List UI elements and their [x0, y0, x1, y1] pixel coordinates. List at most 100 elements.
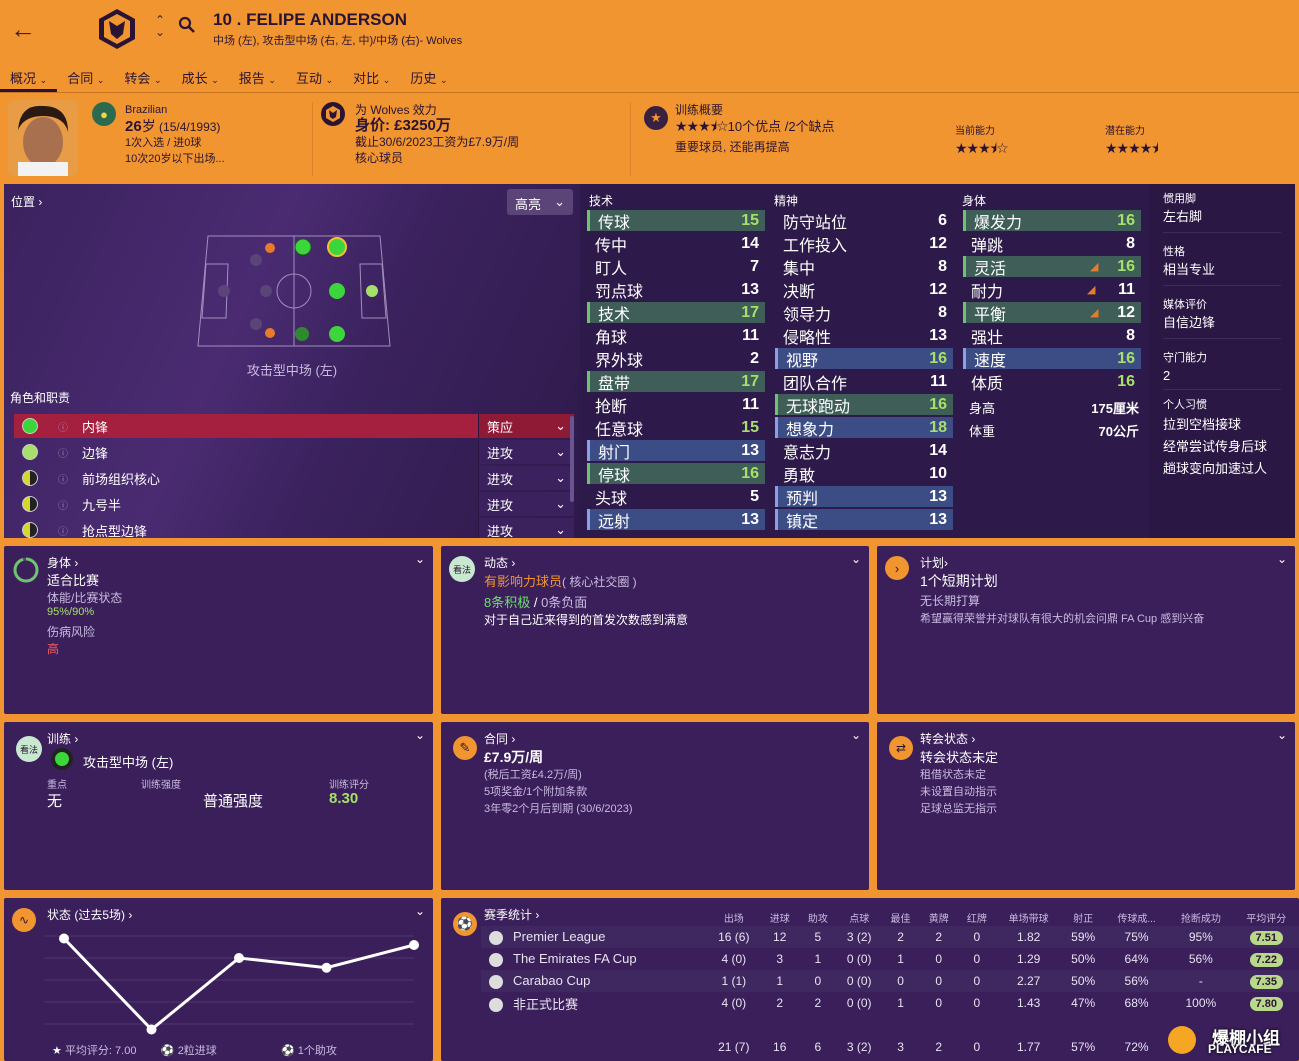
training-card-title[interactable]: 训练 ›: [47, 732, 79, 746]
attribute-row[interactable]: 领导力 8: [775, 302, 953, 324]
stats-header[interactable]: 单场带球: [1008, 913, 1049, 925]
chevron-down-icon[interactable]: ⌄: [1276, 728, 1287, 742]
attribute-row[interactable]: 工作投入 12: [775, 233, 953, 255]
tab-6[interactable]: 对比 ⌄: [353, 71, 391, 86]
attribute-row[interactable]: 抢断 11: [587, 394, 765, 416]
stats-header[interactable]: 进球: [769, 913, 790, 925]
info-icon[interactable]: ⓘ: [58, 422, 68, 434]
stats-header[interactable]: 红牌: [966, 913, 987, 925]
attribute-row[interactable]: 传球 15: [587, 210, 765, 232]
tab-2[interactable]: 转会 ⌄: [124, 71, 162, 86]
stats-header[interactable]: 射正: [1073, 913, 1094, 925]
role-row[interactable]: ⓘ 内锋 策应 ⌄: [14, 414, 574, 438]
duty-dropdown[interactable]: 进攻 ⌄: [478, 518, 574, 538]
attribute-row[interactable]: 远射 13: [587, 509, 765, 531]
attribute-row[interactable]: 停球 16: [587, 463, 765, 485]
attribute-row[interactable]: 射门 13: [587, 440, 765, 462]
stats-row[interactable]: Carabao Cup 1 (1) 1 0 0 (0) 0 0 0 2.27 50% 56% - 7.3…: [481, 970, 1299, 992]
stats-row[interactable]: Premier League 16 (6) 12 5 3 (2) 2 2 0 1.82 59% 75…: [481, 926, 1299, 948]
season-stats-title[interactable]: 赛季统计 ›: [484, 908, 540, 922]
duty-dropdown[interactable]: 进攻 ⌄: [478, 492, 574, 516]
contract-card-title[interactable]: 合同 ›: [484, 732, 516, 746]
attribute-row[interactable]: 想象力 18: [775, 417, 953, 439]
attribute-row[interactable]: 弹跳 8: [963, 233, 1141, 255]
info-icon[interactable]: ⓘ: [58, 448, 68, 460]
attribute-row[interactable]: 团队合作 11: [775, 371, 953, 393]
attribute-row[interactable]: 盯人 7: [587, 256, 765, 278]
attribute-row[interactable]: 体质 16: [963, 371, 1141, 393]
stats-row[interactable]: 非正式比赛 4 (0) 2 2 0 (0) 1 0 0 1.43 47% 68% 100% 7.80: [481, 992, 1299, 1014]
attribute-row[interactable]: 预判 13: [775, 486, 953, 508]
transfer-card-title[interactable]: 转会状态 ›: [920, 732, 976, 746]
attribute-row[interactable]: 角球 11: [587, 325, 765, 347]
attribute-row[interactable]: 镇定 13: [775, 509, 953, 531]
player-switch-arrows-icon[interactable]: ⌃ ⌄: [155, 13, 166, 39]
tab-3[interactable]: 成长 ⌄: [181, 71, 219, 86]
attribute-row[interactable]: 耐力 ◢ 11: [963, 279, 1141, 301]
tab-5[interactable]: 互动 ⌄: [295, 71, 334, 86]
highlight-dropdown[interactable]: 高亮 ⌄: [507, 189, 573, 215]
info-icon[interactable]: ⓘ: [58, 474, 68, 486]
chevron-down-icon[interactable]: ⌄: [414, 552, 425, 566]
chevron-down-icon[interactable]: ⌄: [1276, 552, 1287, 566]
attribute-row[interactable]: 技术 17: [587, 302, 765, 324]
attribute-row[interactable]: 平衡 ◢ 12: [963, 302, 1141, 324]
stats-header[interactable]: 点球: [849, 913, 870, 925]
search-icon[interactable]: [178, 16, 196, 34]
role-row[interactable]: ⓘ 前场组织核心 进攻 ⌄: [14, 466, 574, 490]
attribute-row[interactable]: 决断 12: [775, 279, 953, 301]
stats-header[interactable]: 黄牌: [928, 913, 949, 925]
attribute-row[interactable]: 防守站位 6: [775, 210, 953, 232]
attribute-row[interactable]: 界外球 2: [587, 348, 765, 370]
form-point[interactable]: [409, 940, 419, 950]
position-title[interactable]: 位置 ›: [11, 195, 43, 209]
stats-header[interactable]: 传球成...: [1117, 913, 1156, 925]
attribute-row[interactable]: 强壮 8: [963, 325, 1141, 347]
form-card-title[interactable]: 状态 (过去5场) ›: [47, 908, 133, 922]
attribute-row[interactable]: 传中 14: [587, 233, 765, 255]
stats-header[interactable]: 平均评分: [1246, 913, 1287, 925]
back-arrow-icon[interactable]: ←: [10, 14, 36, 44]
tab-1[interactable]: 合同 ⌄: [67, 71, 105, 86]
attribute-row[interactable]: 意志力 14: [775, 440, 953, 462]
tab-4[interactable]: 报告 ⌄: [238, 71, 276, 86]
stats-header[interactable]: 抢断成功: [1180, 913, 1221, 925]
duty-dropdown[interactable]: 进攻 ⌄: [478, 466, 574, 490]
attribute-row[interactable]: 视野 16: [775, 348, 953, 370]
duty-dropdown[interactable]: 进攻 ⌄: [478, 440, 574, 464]
chevron-down-icon[interactable]: ⌄: [850, 728, 861, 742]
tab-0[interactable]: 概况 ⌄: [0, 64, 58, 92]
attribute-row[interactable]: 任意球 15: [587, 417, 765, 439]
chevron-down-icon[interactable]: ⌄: [850, 552, 861, 566]
form-point[interactable]: [234, 953, 244, 963]
form-point[interactable]: [59, 933, 69, 944]
attribute-row[interactable]: 无球跑动 16: [775, 394, 953, 416]
form-point[interactable]: [321, 962, 332, 973]
attribute-row[interactable]: 侵略性 13: [775, 325, 953, 347]
info-icon[interactable]: ⓘ: [58, 526, 68, 538]
tab-7[interactable]: 历史 ⌄: [410, 71, 448, 86]
stats-row[interactable]: The Emirates FA Cup 4 (0) 3 1 0 (0) 1 0 0 1.29 50…: [481, 948, 1299, 970]
attribute-row[interactable]: 集中 8: [775, 256, 953, 278]
attribute-row[interactable]: 罚点球 13: [587, 279, 765, 301]
stats-header[interactable]: 最佳: [890, 913, 911, 925]
stats-header[interactable]: 助攻: [807, 913, 828, 925]
plans-card-title[interactable]: 计划›: [920, 556, 948, 570]
roles-scrollbar[interactable]: [570, 416, 574, 502]
chevron-down-icon[interactable]: ⌄: [414, 904, 425, 918]
attribute-row[interactable]: 灵活 ◢ 16: [963, 256, 1141, 278]
duty-dropdown[interactable]: 策应 ⌄: [478, 414, 574, 438]
attribute-row[interactable]: 头球 5: [587, 486, 765, 508]
form-point[interactable]: [146, 1024, 157, 1035]
attribute-row[interactable]: 盘带 17: [587, 371, 765, 393]
dynamics-card-title[interactable]: 动态 ›: [484, 556, 516, 570]
role-row[interactable]: ⓘ 边锋 进攻 ⌄: [14, 440, 574, 464]
physical-card-title[interactable]: 身体 ›: [47, 556, 79, 570]
stats-header[interactable]: 出场: [723, 913, 744, 925]
attribute-row[interactable]: 勇敢 10: [775, 463, 953, 485]
u20-apps[interactable]: 10次20岁以下出场...: [125, 153, 225, 165]
chevron-down-icon[interactable]: ⌄: [414, 728, 425, 742]
attribute-row[interactable]: 爆发力 16: [963, 210, 1141, 232]
role-row[interactable]: ⓘ 抢点型边锋 进攻 ⌄: [14, 518, 574, 538]
role-row[interactable]: ⓘ 九号半 进攻 ⌄: [14, 492, 574, 516]
